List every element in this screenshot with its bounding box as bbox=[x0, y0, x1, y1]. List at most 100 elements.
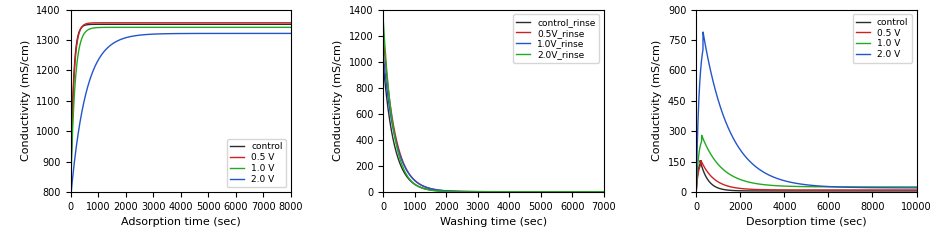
1.0 V bbox=[103, 26, 115, 29]
2.0 V bbox=[783, 180, 794, 183]
2.0V_rinse bbox=[598, 190, 609, 193]
0.5V_rinse bbox=[598, 190, 609, 193]
control bbox=[893, 190, 904, 192]
control bbox=[258, 23, 269, 26]
Y-axis label: Conductivity (mS/cm): Conductivity (mS/cm) bbox=[334, 40, 343, 161]
2.0 V bbox=[285, 32, 296, 35]
1.0 V bbox=[911, 185, 922, 188]
0.5 V bbox=[696, 159, 707, 162]
2.0 V bbox=[851, 186, 862, 189]
1.0 V bbox=[285, 26, 296, 29]
2.0 V bbox=[785, 181, 796, 184]
1.0V_rinse bbox=[598, 190, 609, 193]
1.0V_rinse bbox=[472, 190, 483, 193]
control bbox=[90, 23, 102, 26]
2.0V_rinse bbox=[462, 190, 474, 193]
1.0V_rinse bbox=[415, 184, 427, 187]
0.5V_rinse bbox=[462, 190, 474, 193]
2.0 V bbox=[159, 32, 170, 35]
control_rinse bbox=[378, 63, 389, 66]
2.0 V bbox=[258, 32, 269, 35]
1.0V_rinse bbox=[594, 190, 605, 193]
2.0V_rinse bbox=[378, 20, 389, 23]
0.5 V bbox=[103, 21, 115, 24]
control bbox=[164, 23, 176, 26]
control_rinse bbox=[594, 190, 605, 193]
Line: 2.0V_rinse: 2.0V_rinse bbox=[384, 21, 603, 192]
0.5 V bbox=[258, 21, 269, 24]
Line: 0.5V_rinse: 0.5V_rinse bbox=[384, 37, 603, 192]
0.5 V bbox=[795, 189, 807, 191]
1.0V_rinse bbox=[403, 172, 415, 175]
1.0 V bbox=[149, 26, 161, 29]
0.5 V bbox=[783, 189, 794, 191]
2.0V_rinse bbox=[570, 190, 581, 193]
0.5V_rinse bbox=[403, 171, 415, 174]
0.5 V bbox=[90, 21, 102, 24]
0.5V_rinse bbox=[378, 35, 389, 38]
2.0 V bbox=[281, 32, 292, 35]
0.5 V bbox=[149, 21, 161, 24]
X-axis label: Adsorption time (sec): Adsorption time (sec) bbox=[120, 217, 241, 227]
2.0 V bbox=[904, 186, 916, 189]
1.0 V bbox=[159, 26, 170, 29]
control bbox=[285, 23, 296, 26]
0.5 V bbox=[65, 197, 76, 200]
Legend: control, 0.5 V, 1.0 V, 2.0 V: control, 0.5 V, 1.0 V, 2.0 V bbox=[227, 139, 287, 187]
control bbox=[904, 190, 916, 192]
Line: 0.5 V: 0.5 V bbox=[697, 161, 916, 192]
0.5 V bbox=[851, 189, 862, 191]
2.0 V bbox=[691, 191, 702, 193]
1.0 V bbox=[795, 185, 807, 188]
1.0V_rinse bbox=[570, 190, 581, 193]
0.5 V bbox=[785, 189, 796, 191]
0.5 V bbox=[159, 21, 170, 24]
1.0 V bbox=[904, 185, 916, 188]
Line: 1.0 V: 1.0 V bbox=[70, 27, 290, 199]
Line: 0.5 V: 0.5 V bbox=[70, 23, 290, 198]
2.0 V bbox=[893, 186, 904, 189]
control_rinse bbox=[570, 190, 581, 193]
0.5 V bbox=[175, 21, 186, 24]
Legend: control_rinse, 0.5V_rinse, 1.0V_rinse, 2.0V_rinse: control_rinse, 0.5V_rinse, 1.0V_rinse, 2… bbox=[513, 14, 599, 63]
2.0 V bbox=[103, 45, 115, 48]
1.0 V bbox=[281, 26, 292, 29]
1.0 V bbox=[90, 26, 102, 29]
Line: 1.0 V: 1.0 V bbox=[697, 135, 916, 192]
1.0 V bbox=[65, 197, 76, 200]
Line: 1.0V_rinse: 1.0V_rinse bbox=[384, 55, 603, 192]
control_rinse bbox=[403, 177, 415, 180]
2.0 V bbox=[65, 198, 76, 201]
0.5 V bbox=[281, 21, 292, 24]
1.0 V bbox=[851, 185, 862, 188]
2.0 V bbox=[911, 186, 922, 189]
control bbox=[695, 159, 706, 162]
control_rinse bbox=[415, 186, 427, 189]
0.5V_rinse bbox=[594, 190, 605, 193]
Y-axis label: Conductivity (mS/cm): Conductivity (mS/cm) bbox=[21, 40, 31, 161]
2.0 V bbox=[90, 64, 102, 67]
1.0 V bbox=[783, 185, 794, 188]
Y-axis label: Conductivity (mS/cm): Conductivity (mS/cm) bbox=[652, 40, 663, 161]
X-axis label: Desorption time (sec): Desorption time (sec) bbox=[746, 217, 867, 227]
0.5V_rinse bbox=[570, 190, 581, 193]
1.0V_rinse bbox=[462, 190, 474, 193]
1.0 V bbox=[785, 185, 796, 188]
2.0V_rinse bbox=[403, 176, 415, 179]
control bbox=[851, 190, 862, 192]
control bbox=[281, 23, 292, 26]
0.5V_rinse bbox=[472, 190, 483, 193]
1.0 V bbox=[893, 185, 904, 188]
2.0 V bbox=[697, 31, 709, 34]
0.5 V bbox=[911, 189, 922, 191]
2.0 V bbox=[149, 33, 161, 35]
X-axis label: Washing time (sec): Washing time (sec) bbox=[440, 217, 547, 227]
1.0 V bbox=[691, 191, 702, 193]
2.0 V bbox=[795, 183, 807, 186]
control bbox=[691, 191, 702, 193]
control bbox=[149, 23, 161, 26]
Line: control_rinse: control_rinse bbox=[384, 64, 603, 192]
control_rinse bbox=[462, 190, 474, 193]
control bbox=[65, 197, 76, 200]
Line: control: control bbox=[70, 24, 290, 198]
